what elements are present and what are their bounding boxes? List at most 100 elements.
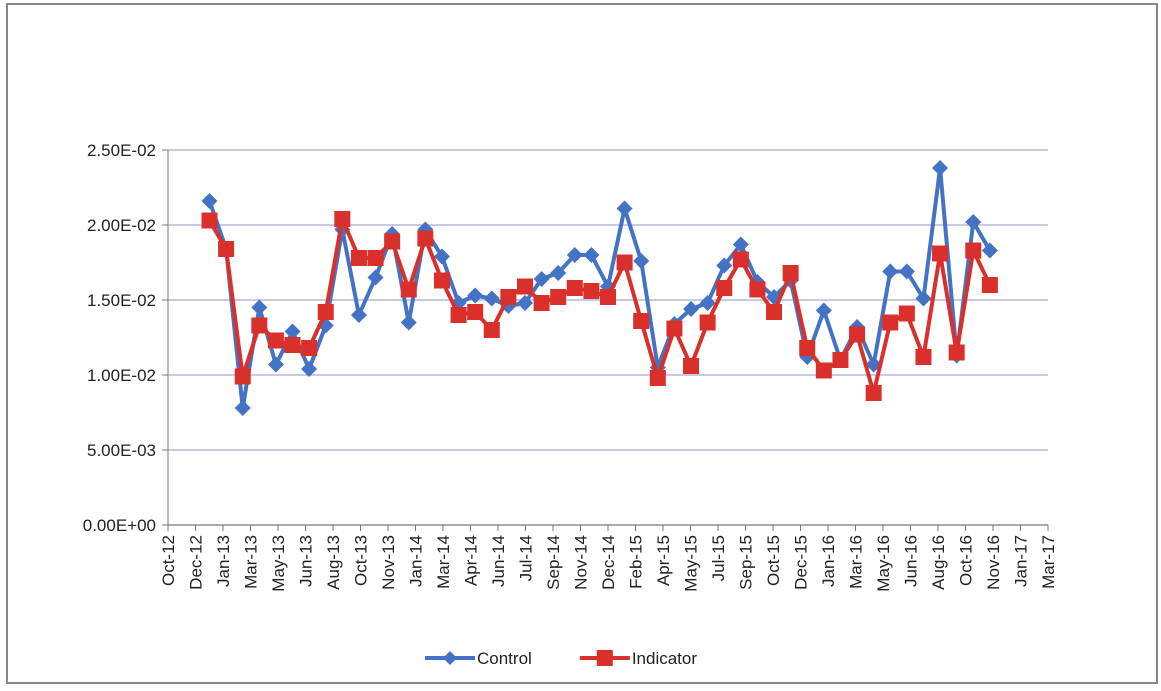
data-point: [350, 250, 367, 266]
data-point: [516, 278, 533, 295]
data-point: [267, 332, 284, 349]
x-tick-label: Sep-15: [737, 535, 756, 590]
data-point: [251, 317, 268, 334]
x-tick-label: Aug-16: [929, 535, 948, 590]
data-point: [533, 271, 550, 287]
data-point: [683, 358, 700, 374]
data-point: [566, 247, 583, 263]
x-tick-label: Jun-14: [489, 535, 508, 587]
chart-frame: [6, 3, 1158, 684]
data-point: [732, 251, 749, 268]
x-tick-label: Oct-16: [957, 535, 976, 586]
data-point: [782, 265, 799, 281]
x-tick-label: Mar-14: [434, 535, 453, 589]
data-point: [550, 289, 567, 305]
x-tick-label: Aug-13: [324, 535, 343, 590]
series: [201, 211, 998, 401]
x-tick-label: Nov-16: [984, 535, 1003, 590]
data-point: [882, 263, 899, 280]
x-tick-label: Jan-14: [407, 535, 426, 587]
x-tick-label: Dec-15: [792, 535, 811, 590]
data-point: [334, 211, 351, 227]
data-point: [815, 362, 832, 379]
data-point: [284, 337, 301, 353]
data-point: [251, 299, 268, 316]
data-point: [633, 313, 650, 329]
x-tick-label: Nov-14: [572, 535, 591, 590]
data-point: [699, 295, 716, 311]
legend-label: Control: [477, 649, 532, 668]
data-point: [566, 280, 583, 296]
data-point: [201, 212, 218, 229]
x-tick-label: Oct-15: [764, 535, 783, 586]
x-tick-label: Jan-13: [214, 535, 233, 587]
data-point: [616, 254, 633, 271]
x-tick-label: Nov-13: [379, 535, 398, 590]
y-tick-label: 2.50E-02: [87, 141, 156, 160]
x-tick-label: Feb-15: [627, 535, 646, 589]
data-point: [732, 236, 749, 253]
data-point: [649, 370, 666, 386]
data-point: [301, 361, 318, 377]
data-point: [516, 295, 533, 311]
data-point: [749, 281, 766, 298]
data-point: [550, 265, 567, 281]
data-point: [284, 323, 301, 340]
x-tick-label: Jul-14: [517, 535, 536, 581]
x-tick-label: Apr-14: [462, 535, 481, 586]
data-point: [201, 193, 218, 209]
x-tick-label: Dec-12: [187, 535, 206, 590]
data-point: [932, 160, 949, 176]
data-point: [500, 289, 517, 305]
series-line: [207, 217, 992, 395]
data-point: [683, 301, 700, 317]
data-point: [815, 302, 832, 319]
data-point: [301, 340, 318, 356]
data-point: [267, 356, 284, 373]
y-tick-label: 1.00E-02: [87, 366, 156, 385]
data-point: [367, 269, 384, 286]
x-tick-label: Dec-14: [599, 535, 618, 590]
data-point: [616, 200, 633, 217]
x-tick-label: May-13: [269, 535, 288, 592]
y-tick-label: 1.50E-02: [87, 291, 156, 310]
data-point: [898, 305, 915, 322]
data-point: [350, 307, 367, 323]
data-point: [716, 257, 733, 274]
data-point: [898, 263, 915, 280]
data-point: [965, 214, 982, 230]
legend-label: Indicator: [632, 649, 698, 668]
data-point: [433, 248, 450, 265]
x-tick-label: Mar-13: [242, 535, 261, 589]
x-tick-label: Jan-16: [819, 535, 838, 587]
data-point: [981, 242, 998, 259]
data-point: [384, 233, 401, 250]
x-tick-label: May-15: [682, 535, 701, 592]
data-point: [600, 289, 616, 305]
y-tick-label: 0.00E+00: [83, 516, 156, 535]
x-tick-label: Oct-12: [159, 535, 178, 586]
data-point: [849, 326, 866, 343]
data-point: [915, 290, 932, 307]
data-point: [699, 314, 716, 331]
x-tick-label: May-16: [874, 535, 893, 592]
data-point: [799, 340, 816, 356]
data-point: [467, 304, 484, 320]
data-point: [400, 281, 417, 298]
legend-marker: [596, 650, 613, 666]
data-point: [882, 314, 899, 331]
y-tick-label: 2.00E-02: [87, 216, 156, 235]
data-point: [981, 277, 998, 293]
data-point: [865, 385, 882, 401]
x-tick-label: Jul-15: [709, 535, 728, 581]
y-tick-label: 5.00E-03: [87, 441, 156, 460]
data-point: [766, 304, 783, 320]
legend-marker: [443, 651, 457, 665]
data-point: [400, 314, 417, 331]
data-point: [234, 400, 251, 416]
data-point: [533, 295, 550, 311]
data-point: [234, 368, 251, 385]
x-tick-label: Oct-13: [352, 535, 371, 586]
data-point: [948, 344, 965, 361]
